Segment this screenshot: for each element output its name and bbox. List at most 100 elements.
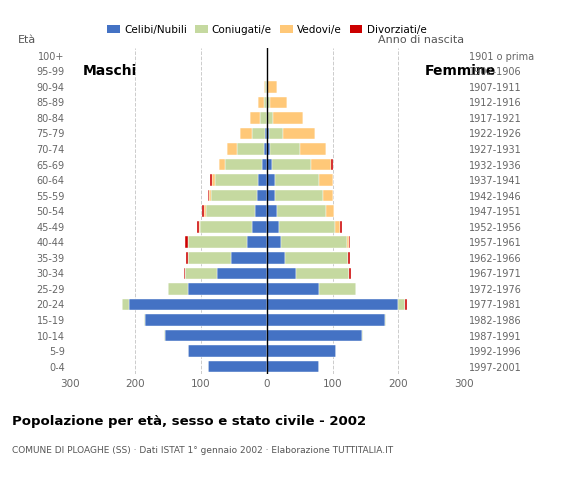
Text: Maschi: Maschi xyxy=(83,64,137,78)
Bar xyxy=(405,299,407,310)
Bar xyxy=(296,267,349,279)
Bar xyxy=(208,190,209,202)
Bar xyxy=(278,221,335,233)
Bar xyxy=(145,314,267,326)
Bar xyxy=(347,237,349,248)
Bar xyxy=(267,252,285,264)
Bar xyxy=(200,221,252,233)
Bar xyxy=(320,174,332,186)
Bar xyxy=(209,174,212,186)
Bar xyxy=(184,237,188,248)
Bar xyxy=(266,81,267,93)
Bar xyxy=(218,267,267,279)
Text: Femmine: Femmine xyxy=(425,64,496,78)
Bar xyxy=(122,299,129,310)
Bar xyxy=(211,190,257,202)
Bar xyxy=(206,205,255,217)
Bar xyxy=(251,112,260,124)
Bar xyxy=(188,252,231,264)
Bar xyxy=(322,190,332,202)
Bar xyxy=(270,96,287,108)
Bar xyxy=(272,159,311,170)
Bar xyxy=(263,96,267,108)
Bar xyxy=(240,128,252,139)
Bar xyxy=(247,237,267,248)
Bar xyxy=(267,361,320,372)
Bar xyxy=(267,190,276,202)
Bar xyxy=(204,205,206,217)
Bar xyxy=(270,143,300,155)
Bar xyxy=(275,174,320,186)
Bar xyxy=(267,128,269,139)
Bar xyxy=(267,174,275,186)
Bar xyxy=(219,159,226,170)
Bar xyxy=(267,299,398,310)
Bar xyxy=(258,174,267,186)
Text: Età: Età xyxy=(19,35,37,45)
Bar xyxy=(252,128,265,139)
Bar xyxy=(320,283,356,295)
Bar xyxy=(168,283,188,295)
Bar xyxy=(285,252,347,264)
Bar xyxy=(258,96,263,108)
Bar xyxy=(264,81,266,93)
Text: Popolazione per età, sesso e stato civile - 2002: Popolazione per età, sesso e stato civil… xyxy=(12,415,366,428)
Bar xyxy=(197,221,199,233)
Bar xyxy=(129,299,267,310)
Bar xyxy=(267,237,281,248)
Bar xyxy=(255,205,267,217)
Bar xyxy=(267,283,320,295)
Bar xyxy=(267,314,385,326)
Bar xyxy=(252,221,267,233)
Bar xyxy=(385,314,386,326)
Bar xyxy=(349,252,350,264)
Bar xyxy=(326,205,334,217)
Bar xyxy=(265,128,267,139)
Bar xyxy=(311,159,331,170)
Bar xyxy=(215,174,258,186)
Bar xyxy=(186,252,188,264)
Bar xyxy=(262,159,267,170)
Bar xyxy=(267,330,362,341)
Bar xyxy=(277,205,326,217)
Legend: Celibi/Nubili, Coniugati/e, Vedovi/e, Divorziati/e: Celibi/Nubili, Coniugati/e, Vedovi/e, Di… xyxy=(103,21,430,39)
Bar xyxy=(347,252,349,264)
Bar xyxy=(283,128,315,139)
Bar xyxy=(267,205,277,217)
Bar xyxy=(212,174,215,186)
Bar xyxy=(273,112,303,124)
Bar xyxy=(300,143,326,155)
Bar xyxy=(188,283,267,295)
Bar xyxy=(281,237,347,248)
Bar xyxy=(267,267,296,279)
Bar xyxy=(276,190,322,202)
Bar xyxy=(267,221,278,233)
Bar xyxy=(208,361,267,372)
Bar xyxy=(335,221,340,233)
Bar xyxy=(349,267,351,279)
Bar xyxy=(188,237,247,248)
Text: Anno di nascita: Anno di nascita xyxy=(378,35,464,45)
Bar xyxy=(267,159,272,170)
Bar xyxy=(267,81,277,93)
Bar xyxy=(237,143,263,155)
Bar xyxy=(263,143,267,155)
Bar xyxy=(231,252,267,264)
Bar xyxy=(267,96,270,108)
Bar xyxy=(257,190,267,202)
Bar xyxy=(199,221,200,233)
Bar xyxy=(164,330,165,341)
Bar xyxy=(267,65,268,77)
Bar xyxy=(267,112,273,124)
Bar xyxy=(144,314,145,326)
Bar xyxy=(340,221,342,233)
Bar xyxy=(165,330,267,341)
Bar xyxy=(331,159,333,170)
Bar xyxy=(188,345,267,357)
Bar xyxy=(349,237,350,248)
Bar xyxy=(184,267,218,279)
Bar xyxy=(269,128,283,139)
Bar xyxy=(398,299,405,310)
Bar xyxy=(260,112,267,124)
Bar xyxy=(227,143,237,155)
